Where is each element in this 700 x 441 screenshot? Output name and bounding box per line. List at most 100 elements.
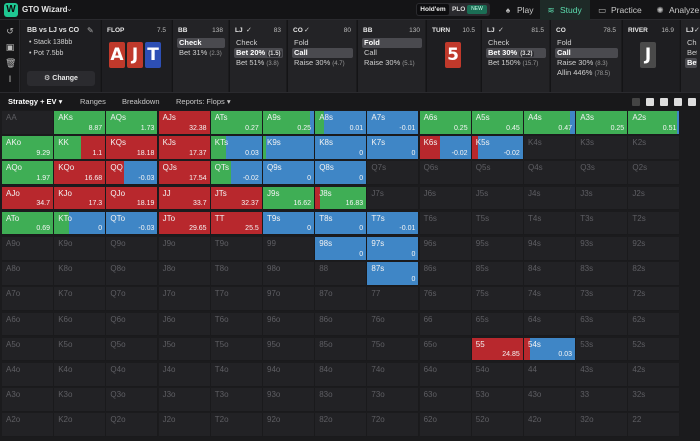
hand-cell-k7s[interactable]: K7s 0 bbox=[367, 136, 420, 160]
hand-cell-aks[interactable]: AKs 8.87 bbox=[54, 111, 107, 135]
action-option[interactable]: Bet 31% (2.3) bbox=[177, 48, 225, 58]
hand-cell-a7s[interactable]: A7s -0.01 bbox=[367, 111, 420, 135]
hand-cell-t9s[interactable]: T9s 0 bbox=[263, 211, 315, 236]
action-option[interactable]: Allin 446% (78.5) bbox=[555, 68, 618, 78]
hand-cell-a9o[interactable]: A9o bbox=[2, 237, 54, 261]
hand-cell-86o[interactable]: 86o bbox=[315, 312, 368, 337]
hand-cell-a6s[interactable]: A6s 0.25 bbox=[419, 111, 472, 135]
hand-cell-a5o[interactable]: A5o bbox=[2, 337, 54, 362]
tab-ranges[interactable]: Ranges bbox=[80, 97, 106, 106]
action-option[interactable]: Check bbox=[177, 38, 225, 48]
holdem-option[interactable]: Hold'em bbox=[417, 4, 449, 15]
action-option[interactable]: Fold bbox=[555, 38, 618, 48]
hand-cell-t3s[interactable]: T3s bbox=[576, 211, 629, 236]
chevron-down-icon[interactable]: ⌄ bbox=[66, 4, 73, 13]
hand-cell-t5o[interactable]: T5o bbox=[210, 337, 263, 362]
hand-cell-64s[interactable]: 64s bbox=[524, 312, 576, 337]
hand-cell-t9o[interactable]: T9o bbox=[210, 237, 263, 261]
action-option[interactable]: Check bbox=[486, 38, 546, 48]
app-title[interactable]: GTO Wizard bbox=[22, 5, 68, 14]
nav-analyze[interactable]: ✺ Analyze bbox=[652, 0, 700, 20]
hand-cell-87s[interactable]: 87s 0 bbox=[367, 262, 420, 286]
hand-cell-jts[interactable]: JTs 32.37 bbox=[210, 186, 263, 211]
hand-cell-kk[interactable]: KK 1.1 bbox=[54, 136, 107, 160]
hand-cell-76s[interactable]: 76s bbox=[419, 287, 472, 311]
hand-cell-53o[interactable]: 53o bbox=[471, 388, 524, 412]
hand-cell-q4o[interactable]: Q4o bbox=[106, 363, 159, 387]
hand-cell-k6s[interactable]: K6s -0.02 bbox=[419, 136, 472, 160]
action-panel[interactable]: LJ ✓ 83 Check Bet 20% (1.5) Bet 51% (3.8) bbox=[229, 20, 286, 92]
hand-cell-32o[interactable]: 32o bbox=[576, 413, 629, 437]
hand-cell-97s[interactable]: 97s 0 bbox=[367, 237, 420, 261]
hand-cell-kjo[interactable]: KJo 17.3 bbox=[54, 186, 107, 211]
pencil-icon[interactable]: ✎ bbox=[87, 26, 94, 35]
action-option[interactable]: Call bbox=[555, 48, 618, 58]
action-option[interactable]: Raise 30% (8.3) bbox=[555, 58, 618, 68]
hand-cell-kjs[interactable]: KJs 17.37 bbox=[158, 136, 211, 160]
hand-cell-a2s[interactable]: A2s 0.51 bbox=[628, 111, 681, 135]
hand-cell-kqs[interactable]: KQs 18.18 bbox=[106, 136, 159, 160]
hand-cell-q7o[interactable]: Q7o bbox=[106, 287, 159, 311]
hand-cell-qjs[interactable]: QJs 17.54 bbox=[158, 161, 211, 185]
hand-cell-75o[interactable]: 75o bbox=[367, 337, 420, 362]
hand-cell-a3s[interactable]: A3s 0.25 bbox=[576, 111, 629, 135]
hand-cell-ato[interactable]: ATo 0.69 bbox=[2, 211, 54, 236]
hand-cell-92o[interactable]: 92o bbox=[263, 413, 315, 437]
action-option[interactable]: Bet 30% (3.2) bbox=[486, 48, 546, 58]
hand-cell-76o[interactable]: 76o bbox=[367, 312, 420, 337]
hand-cell-t7s[interactable]: T7s -0.01 bbox=[367, 211, 420, 236]
action-panel[interactable]: LJ ✓ 81.5 Check Bet 30% (3.2) Bet 150% (15.7) bbox=[481, 20, 549, 92]
action-panel[interactable]: BB 130 Fold Call Raise 30% (5.1) bbox=[357, 20, 425, 92]
hand-cell-kqo[interactable]: KQo 16.68 bbox=[54, 161, 107, 185]
hand-cell-k2o[interactable]: K2o bbox=[54, 413, 107, 437]
hand-cell-t4o[interactable]: T4o bbox=[210, 363, 263, 387]
hand-cell-32s[interactable]: 32s bbox=[628, 388, 681, 412]
hand-cell-a6o[interactable]: A6o bbox=[2, 312, 54, 337]
hand-cell-83s[interactable]: 83s bbox=[576, 262, 629, 286]
hand-cell-66[interactable]: 66 bbox=[419, 312, 472, 337]
hand-cell-54o[interactable]: 54o bbox=[471, 363, 524, 387]
hand-cell-65s[interactable]: 65s bbox=[471, 312, 524, 337]
hand-cell-97o[interactable]: 97o bbox=[263, 287, 315, 311]
hand-cell-j4s[interactable]: J4s bbox=[524, 186, 576, 211]
hand-cell-k3o[interactable]: K3o bbox=[54, 388, 107, 412]
hand-cell-86s[interactable]: 86s bbox=[419, 262, 472, 286]
hand-cell-qto[interactable]: QTo -0.03 bbox=[106, 211, 159, 236]
hand-cell-ajs[interactable]: AJs 32.38 bbox=[158, 111, 211, 135]
hand-cell-62o[interactable]: 62o bbox=[419, 413, 472, 437]
action-option[interactable]: Fold bbox=[292, 38, 353, 48]
hand-cell-q3o[interactable]: Q3o bbox=[106, 388, 159, 412]
trash-icon[interactable]: 🗑 bbox=[5, 58, 17, 68]
hand-cell-95s[interactable]: 95s bbox=[471, 237, 524, 261]
action-option[interactable]: Che bbox=[685, 38, 697, 48]
hand-cell-63s[interactable]: 63s bbox=[576, 312, 629, 337]
hand-cell-94o[interactable]: 94o bbox=[263, 363, 315, 387]
hand-cell-q8s[interactable]: Q8s 0 bbox=[315, 161, 368, 185]
hand-cell-j6s[interactable]: J6s bbox=[419, 186, 472, 211]
hand-cell-ajo[interactable]: AJo 34.7 bbox=[2, 186, 54, 211]
action-panel[interactable]: CO 78.5 Fold Call Raise 30% (8.3) Allin 446% (7… bbox=[550, 20, 621, 92]
action-option[interactable]: Bet 3 bbox=[685, 58, 697, 68]
hand-cell-74o[interactable]: 74o bbox=[367, 363, 420, 387]
nav-study[interactable]: ≋ Study bbox=[540, 0, 590, 20]
hand-cell-jj[interactable]: JJ 33.7 bbox=[158, 186, 211, 211]
hand-cell-a2o[interactable]: A2o bbox=[2, 413, 54, 437]
tab-reports[interactable]: Reports: Flops ▾ bbox=[176, 93, 231, 111]
text-cursor-icon[interactable]: I bbox=[8, 74, 12, 84]
hand-cell-77[interactable]: 77 bbox=[367, 287, 420, 311]
hand-cell-aqs[interactable]: AQs 1.73 bbox=[106, 111, 159, 135]
tab-breakdown[interactable]: Breakdown bbox=[122, 97, 160, 106]
hand-cell-t5s[interactable]: T5s bbox=[471, 211, 524, 236]
hand-cell-q2s[interactable]: Q2s bbox=[628, 161, 681, 185]
change-button[interactable]: ⚙ Change bbox=[27, 71, 95, 86]
hand-cell-43s[interactable]: 43s bbox=[576, 363, 629, 387]
hand-cell-q4s[interactable]: Q4s bbox=[524, 161, 576, 185]
list-view-icon[interactable] bbox=[660, 98, 668, 106]
hand-cell-k5s[interactable]: K5s -0.02 bbox=[471, 136, 524, 160]
hand-cell-64o[interactable]: 64o bbox=[419, 363, 472, 387]
hand-cell-j9o[interactable]: J9o bbox=[158, 237, 211, 261]
chart-view-icon[interactable] bbox=[674, 98, 682, 106]
action-option[interactable]: Call bbox=[362, 48, 422, 58]
hand-cell-j4o[interactable]: J4o bbox=[158, 363, 211, 387]
hand-cell-99[interactable]: 99 bbox=[263, 237, 315, 261]
